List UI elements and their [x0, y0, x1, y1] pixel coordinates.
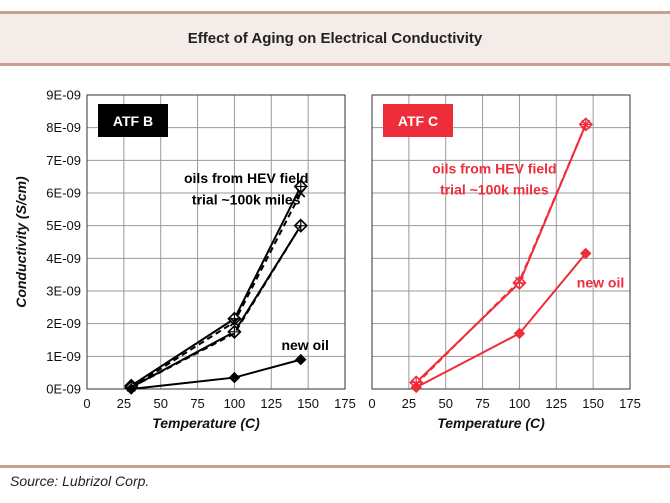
x-tick-label: 150 [582, 396, 604, 411]
annotation: trial ~100k miles [440, 182, 549, 198]
y-tick-label: 9E-09 [46, 88, 81, 103]
series-line [130, 225, 302, 389]
x-axis-title: Temperature (C) [152, 415, 260, 431]
point-marker [581, 119, 591, 129]
series-line [415, 252, 587, 389]
point-marker [410, 381, 422, 394]
point-marker-cross [513, 276, 526, 289]
y-tick-label: 5E-09 [46, 218, 81, 233]
chart-title: Effect of Aging on Electrical Conductivi… [187, 30, 483, 47]
series-badge-label: ATF B [113, 113, 153, 129]
point-marker-cross [294, 180, 307, 193]
x-tick-label: 125 [545, 396, 567, 411]
plot-frame [86, 94, 346, 390]
x-tick-label: 100 [224, 396, 246, 411]
series-line [130, 225, 302, 389]
point-marker [295, 353, 307, 366]
point-marker [580, 247, 592, 260]
y-tick-label: 3E-09 [46, 284, 81, 299]
chart-area: 0 25 50 75 100 125 150 175 0E-09 1E-09 2E-09 3E-09 4… [13, 88, 641, 432]
series-badge [383, 104, 453, 137]
x-tick-label: 75 [190, 396, 204, 411]
annotation: trial ~100k miles [192, 191, 301, 207]
annotation: new oil [577, 275, 624, 291]
y-tick-label: 0E-09 [46, 382, 81, 397]
x-tick-label: 25 [402, 396, 416, 411]
point-marker [514, 276, 524, 286]
y-tick-label: 4E-09 [46, 251, 81, 266]
series-badge [98, 104, 168, 137]
header-band [0, 14, 670, 63]
panel-atf-c: 0 25 50 75 100 125 150 175 Temperature (C) ATF C o… [368, 94, 641, 431]
series-badge-label: ATF C [398, 113, 438, 129]
series-line [130, 192, 302, 389]
point-marker [125, 383, 137, 395]
y-axis-title: Conductivity (S/cm) [13, 176, 29, 308]
x-tick-label: 175 [334, 396, 356, 411]
x-tick-label: 25 [117, 396, 131, 411]
y-tick-label: 7E-09 [46, 153, 81, 168]
x-tick-label: 175 [619, 396, 641, 411]
x-tick-label: 0 [368, 396, 375, 411]
footer-rule [0, 465, 670, 468]
panel-atf-b: 0 25 50 75 100 125 150 175 0E-09 1E-09 2E-09 3E-09 4… [13, 88, 356, 432]
x-tick-label: 150 [297, 396, 319, 411]
point-marker [228, 371, 241, 384]
header-rule [0, 63, 670, 66]
point-marker-cross [228, 325, 241, 338]
plot-frame [371, 94, 631, 390]
x-tick-label: 100 [509, 396, 531, 411]
x-axis-title: Temperature (C) [437, 415, 545, 431]
y-tick-label: 6E-09 [46, 186, 81, 201]
x-tick-label: 125 [260, 396, 282, 411]
annotation: new oil [281, 337, 328, 353]
point-marker [513, 327, 526, 340]
annotation: oils from HEV field [432, 160, 556, 176]
y-tick-label: 8E-09 [46, 120, 81, 135]
top-rule [0, 11, 670, 14]
x-tick-label: 50 [153, 396, 167, 411]
point-marker [229, 317, 239, 327]
annotation: oils from HEV field [184, 170, 308, 186]
y-tick-label: 1E-09 [46, 349, 81, 364]
y-tick-label: 2E-09 [46, 316, 81, 331]
point-marker [296, 188, 306, 198]
x-tick-label: 50 [438, 396, 452, 411]
source-note: Source: Lubrizol Corp. [10, 473, 150, 489]
x-tick-label: 0 [83, 396, 90, 411]
x-tick-label: 75 [475, 396, 489, 411]
